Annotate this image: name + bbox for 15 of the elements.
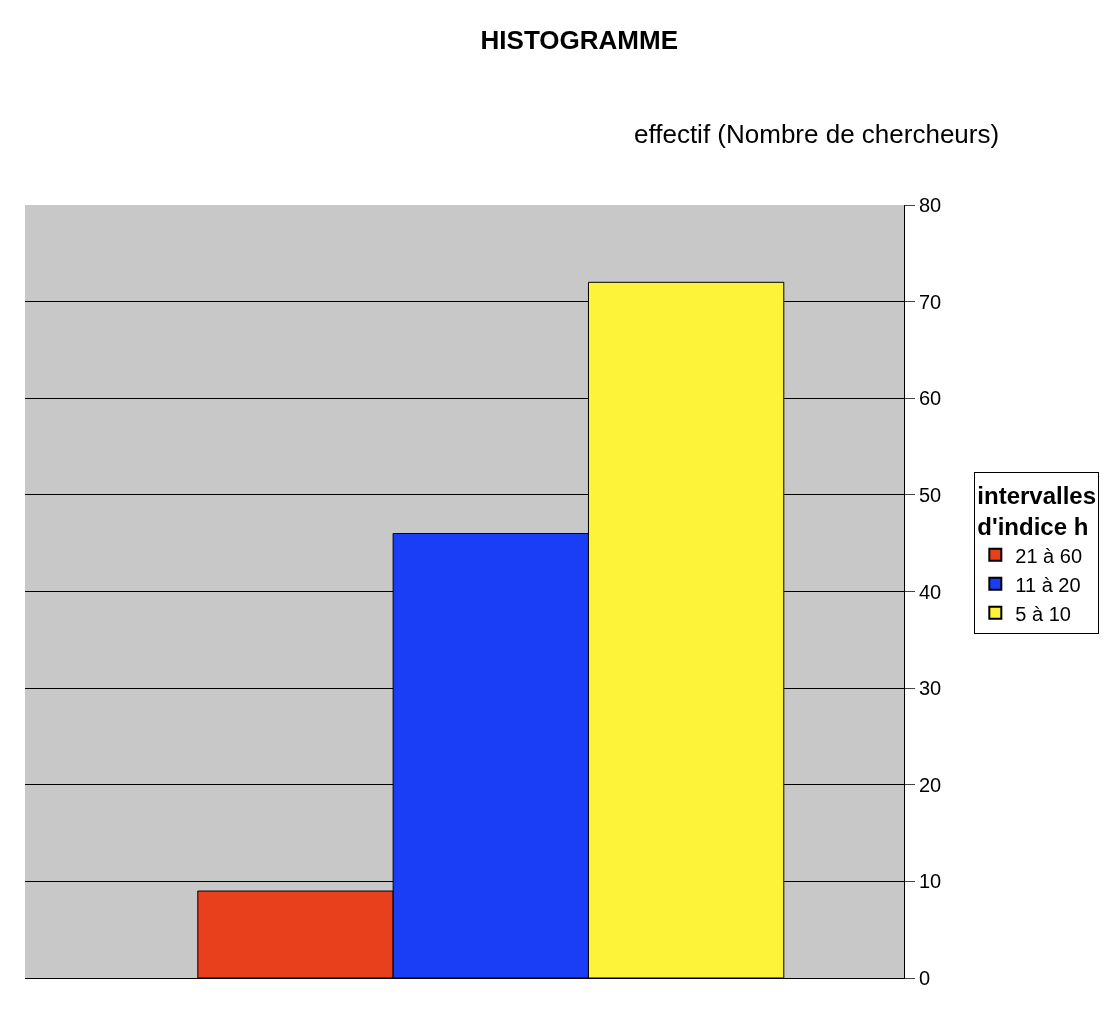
y-tick-label: 50 <box>919 483 942 506</box>
y-tick-label: 40 <box>919 580 942 603</box>
chart-title: HISTOGRAMME <box>480 24 678 55</box>
y-tick-label: 10 <box>919 870 942 893</box>
legend-title: intervalles d'indice h <box>977 482 1097 541</box>
y-tick-label: 20 <box>919 773 942 796</box>
legend-label: 5 à 10 <box>1015 602 1071 625</box>
y-tick-label: 80 <box>919 194 942 216</box>
y-tick-label: 60 <box>919 387 942 410</box>
y-axis-title: effectif (Nombre de chercheurs) <box>634 119 1000 149</box>
legend-label: 21 à 60 <box>1015 544 1083 567</box>
y-tick-label: 0 <box>919 967 931 989</box>
y-tick-label: 30 <box>919 677 942 700</box>
legend-label: 11 à 20 <box>1015 573 1081 596</box>
y-tick-label: 70 <box>919 290 942 313</box>
